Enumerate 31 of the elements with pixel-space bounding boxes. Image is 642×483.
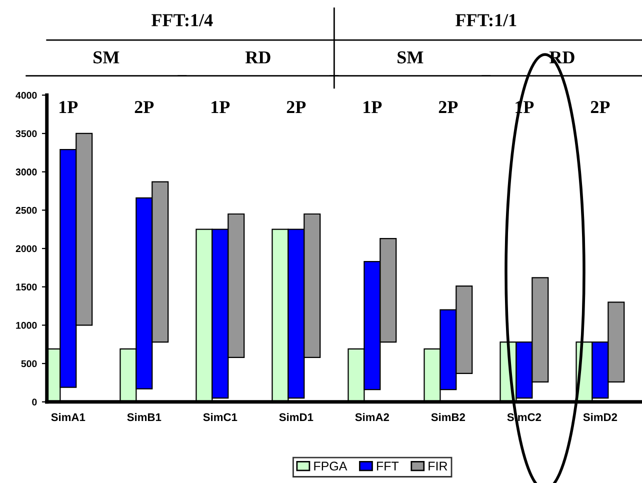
y-tick-label: 500 xyxy=(21,360,37,368)
text: RD xyxy=(245,51,270,64)
annotation: 2P xyxy=(134,101,154,114)
y-tick-label: 1000 xyxy=(16,322,37,329)
x-tick-label: SimA2 xyxy=(355,412,390,422)
annotation: 1P xyxy=(212,101,230,114)
x-tick-label: SimD1 xyxy=(279,412,314,422)
text: FFT:1/1 xyxy=(456,14,516,26)
x-tick-label: SimC1 xyxy=(203,412,238,422)
y-tick-label: 4000 xyxy=(16,92,37,99)
y-tick-label: 2000 xyxy=(16,245,37,252)
text: FFT:1/4 xyxy=(152,14,213,26)
y-tick-label: 0 xyxy=(32,398,37,406)
legend-label: FPGA xyxy=(314,462,348,471)
x-tick-label: SimA1 xyxy=(51,412,86,422)
y-tick-label: 3000 xyxy=(16,168,37,176)
x-tick-label: SimB2 xyxy=(431,412,466,422)
text: SM xyxy=(398,51,424,64)
x-tick-label: SimB1 xyxy=(127,412,162,422)
annotation: 2P xyxy=(590,101,610,114)
y-tick-label: 3500 xyxy=(16,130,37,138)
y-tick-label: 1500 xyxy=(16,284,37,290)
annotation: 1P xyxy=(364,101,382,114)
annotation: 2P xyxy=(286,101,306,114)
annotation: 1P xyxy=(60,101,78,114)
x-tick-label: SimD2 xyxy=(583,412,618,422)
legend-label: FFT xyxy=(377,462,399,470)
text: SM xyxy=(94,51,120,64)
y-tick-label: 2500 xyxy=(16,206,37,214)
annotation: 2P xyxy=(438,101,458,114)
legend-label: FIR xyxy=(428,462,448,470)
